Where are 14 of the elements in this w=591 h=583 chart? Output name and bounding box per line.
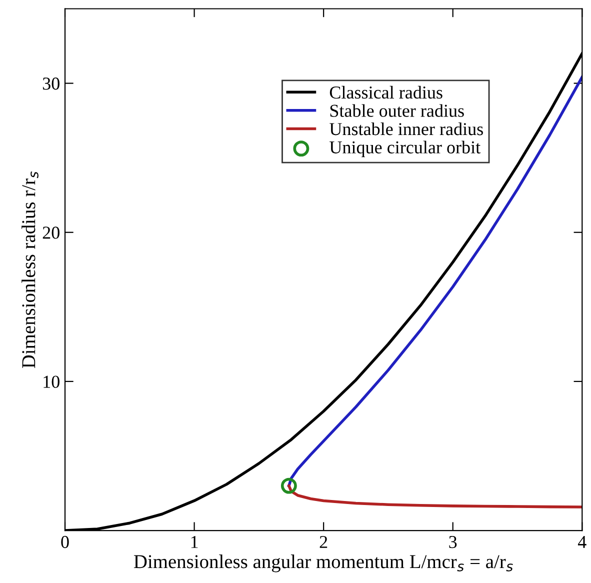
legend-label: Stable outer radius xyxy=(330,104,464,117)
x-tick-label: 4 xyxy=(578,536,586,548)
legend-label: Unstable inner radius xyxy=(330,122,483,136)
y-axis-title: Dimensionless radius r/r$_{s}$ xyxy=(22,172,38,368)
x-tick-label: 2 xyxy=(320,536,328,548)
y-tick-label: 30 xyxy=(42,78,60,90)
y-tick-label: 10 xyxy=(44,376,60,388)
y-tick-label: 20 xyxy=(42,226,60,239)
x-tick-label: 0 xyxy=(61,536,69,548)
x-tick-label: 1 xyxy=(191,536,198,548)
x-tick-label: 3 xyxy=(449,536,457,548)
x-axis-title: Dimensionless angular momentum L/mcr$_{s}$ = a/r$_{s}$ xyxy=(134,554,513,572)
legend-label: Classical radius xyxy=(330,86,442,99)
legend-label: Unique circular orbit xyxy=(330,140,480,158)
